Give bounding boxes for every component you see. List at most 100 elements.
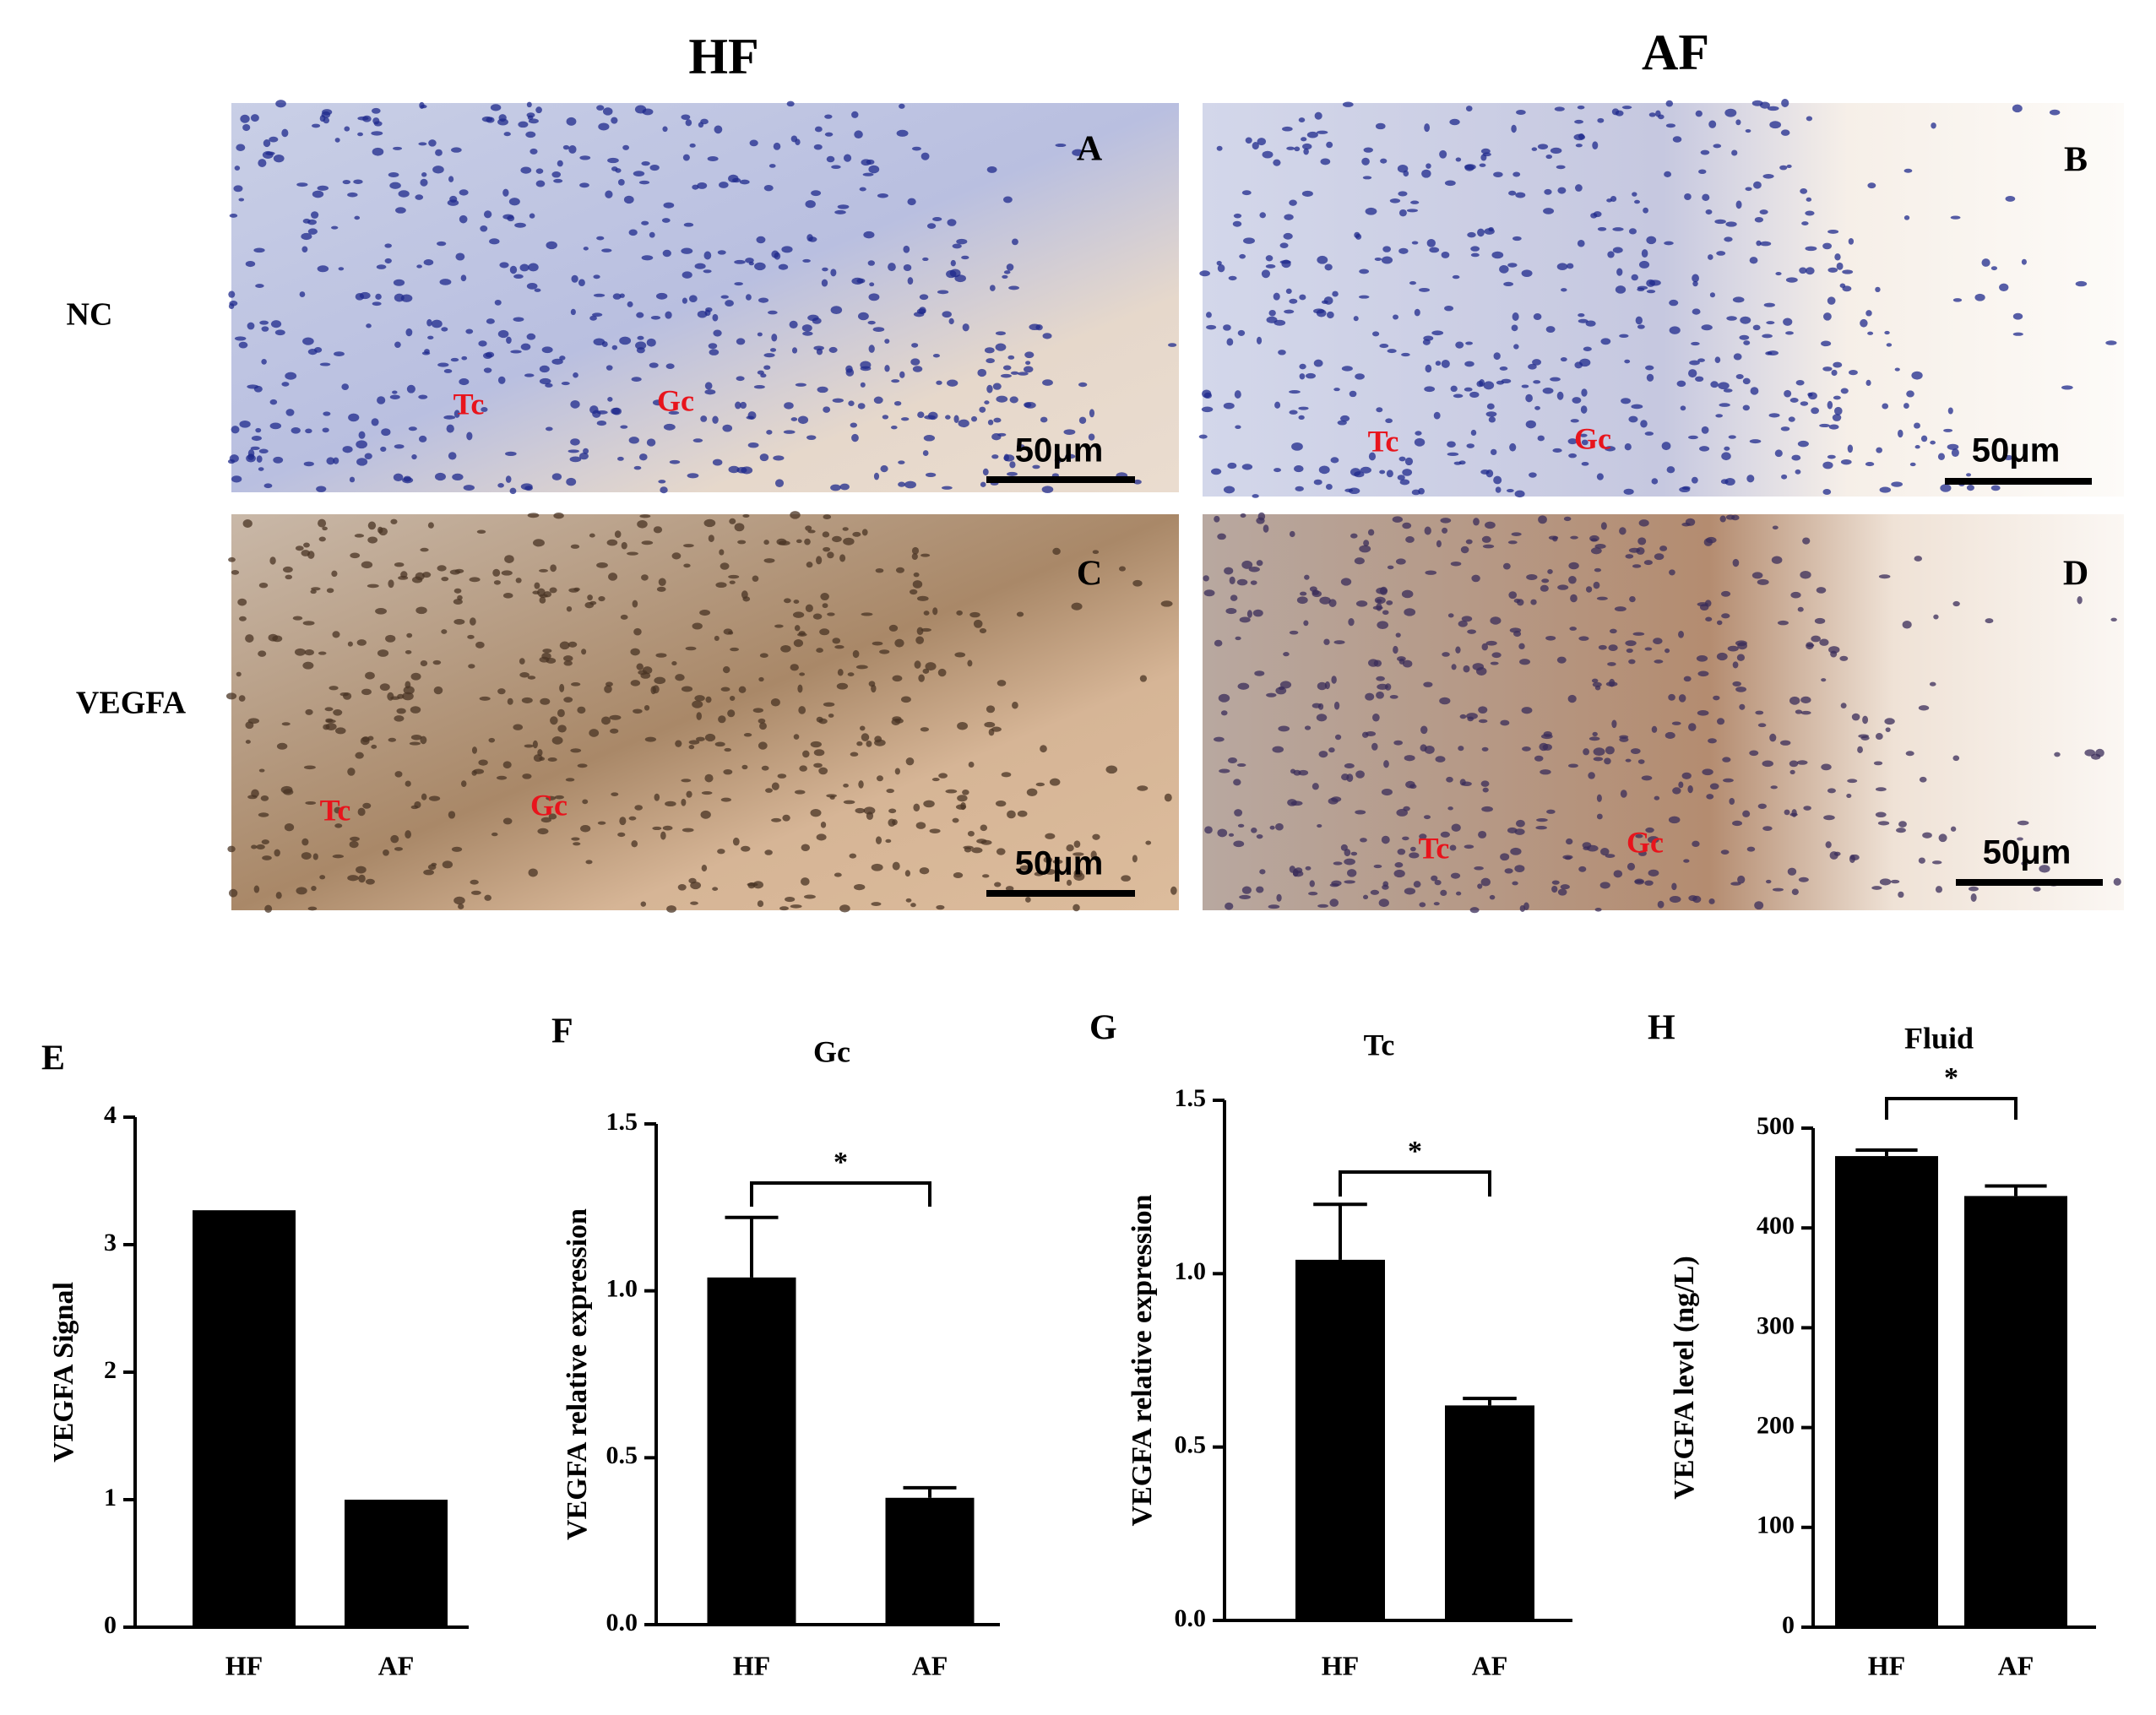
cell-nucleus [1583, 748, 1590, 756]
cell-nucleus [1968, 886, 1979, 892]
cell-nucleus [2005, 195, 2016, 202]
cell-nucleus [1950, 826, 1957, 832]
cell-nucleus [395, 207, 406, 214]
cell-nucleus [774, 479, 785, 488]
cell-nucleus [991, 432, 1002, 441]
cell-nucleus [398, 190, 410, 198]
cell-nucleus [1252, 142, 1259, 150]
cell-nucleus [650, 315, 661, 320]
cell-nucleus [1811, 635, 1821, 643]
cell-nucleus [1784, 389, 1792, 398]
cell-nucleus [2017, 837, 2023, 841]
cell-nucleus [1251, 827, 1257, 833]
cell-nucleus [1947, 443, 1959, 450]
cell-nucleus [1732, 296, 1745, 303]
cell-nucleus [1702, 193, 1710, 202]
cell-nucleus [822, 531, 830, 538]
cell-nucleus [354, 534, 365, 538]
cell-nucleus [275, 100, 286, 108]
cell-nucleus [310, 589, 317, 594]
cell-nucleus [991, 726, 1002, 732]
cell-nucleus [1009, 461, 1016, 469]
cell-nucleus [1298, 406, 1309, 410]
cell-nucleus [1003, 270, 1011, 274]
cell-nucleus [301, 232, 312, 241]
cell-nucleus [2039, 865, 2050, 873]
cell-nucleus [1259, 212, 1267, 219]
cell-nucleus [1616, 268, 1623, 276]
cell-nucleus [333, 709, 343, 716]
cell-nucleus [1294, 465, 1304, 473]
cell-nucleus [1772, 525, 1779, 530]
cell-nucleus [913, 312, 925, 317]
cell-nucleus [1829, 851, 1838, 860]
cell-nucleus [554, 795, 564, 800]
cell-nucleus [1470, 246, 1480, 252]
cell-nucleus [1952, 755, 1960, 762]
cell-nucleus [685, 646, 697, 651]
cell-nucleus [1279, 260, 1291, 264]
cell-nucleus [377, 526, 383, 534]
cell-nucleus [258, 582, 269, 589]
cell-nucleus [1431, 330, 1444, 336]
cell-nucleus [1526, 574, 1538, 580]
cell-nucleus [714, 741, 725, 747]
cell-nucleus [627, 301, 633, 307]
cell-nucleus [857, 312, 869, 321]
cell-nucleus [909, 589, 918, 595]
cell-nucleus [695, 736, 705, 741]
cell-nucleus [832, 535, 842, 543]
cell-nucleus [1092, 833, 1100, 840]
cell-nucleus [641, 220, 649, 225]
cell-nucleus [868, 293, 880, 301]
cell-nucleus [319, 115, 326, 122]
cell-nucleus [1593, 581, 1600, 589]
cell-nucleus [1483, 381, 1495, 390]
cell-nucleus [688, 740, 700, 745]
cell-nucleus [394, 847, 404, 851]
cell-nucleus [596, 236, 605, 241]
cell-nucleus [774, 624, 784, 628]
cell-nucleus [593, 293, 606, 297]
cell-nucleus [1304, 725, 1312, 730]
cell-nucleus [393, 473, 404, 481]
cell-nucleus [916, 595, 929, 601]
cell-nucleus [451, 147, 462, 153]
cell-nucleus [1720, 590, 1731, 597]
cell-nucleus [628, 437, 639, 444]
cell-nucleus [255, 284, 264, 289]
cell-nucleus [891, 379, 900, 383]
cell-nucleus [1580, 405, 1588, 414]
cell-nucleus [362, 802, 372, 809]
cell-nucleus [703, 269, 712, 274]
cell-nucleus [1834, 253, 1841, 261]
cell-nucleus [1465, 539, 1473, 545]
cell-nucleus [1867, 182, 1876, 189]
cell-nucleus [758, 741, 768, 750]
cell-nucleus [1458, 460, 1466, 465]
cell-nucleus [1638, 519, 1649, 527]
cell-nucleus [836, 682, 849, 690]
cell-nucleus [1513, 344, 1519, 350]
cell-nucleus [1066, 844, 1074, 852]
cell-nucleus [354, 215, 361, 220]
cell-nucleus [1218, 693, 1230, 703]
cell-nucleus [682, 297, 687, 304]
cell-nucleus [1232, 220, 1242, 227]
cell-nucleus [1282, 126, 1293, 132]
cell-nucleus [918, 674, 925, 682]
cell-nucleus [1544, 188, 1552, 195]
cell-nucleus [1823, 815, 1835, 821]
cell-nucleus [660, 831, 666, 840]
cell-nucleus [1433, 902, 1440, 906]
cell-nucleus [1471, 574, 1480, 583]
cell-nucleus [1481, 806, 1493, 812]
cell-nucleus [524, 744, 534, 748]
cell-nucleus [1424, 386, 1436, 393]
cell-nucleus [982, 468, 989, 476]
cell-nucleus [571, 274, 578, 283]
cell-nucleus [871, 902, 882, 906]
cell-nucleus [868, 345, 875, 353]
cell-nucleus [275, 892, 282, 899]
cell-nucleus [1539, 742, 1549, 752]
